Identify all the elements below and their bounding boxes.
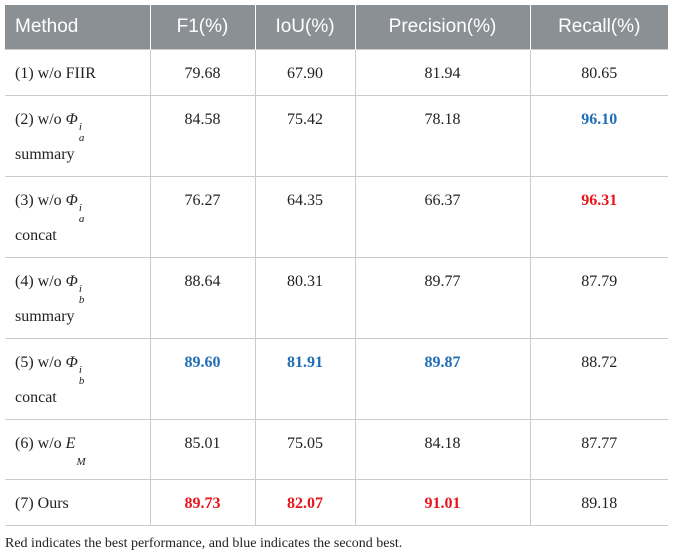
method-symbol: E xyxy=(65,435,76,452)
value-cell: 75.05 xyxy=(254,419,356,480)
value-cell: 82.07 xyxy=(254,479,356,526)
superscript: i xyxy=(78,202,82,214)
value-cell: 96.10 xyxy=(529,95,668,177)
method-suffix: summary xyxy=(15,308,75,325)
method-symbol: Φ xyxy=(65,192,78,209)
header-row: Method F1(%) IoU(%) Precision(%) Recall(%) xyxy=(5,5,668,50)
value-cell: 87.79 xyxy=(529,257,668,339)
method-prefix: (3) w/o xyxy=(15,192,66,209)
value-cell: 81.91 xyxy=(254,338,356,420)
method-symbol: Φ xyxy=(65,354,78,371)
column-header: Method xyxy=(5,5,151,50)
superscript: i xyxy=(78,121,82,133)
column-header: Recall(%) xyxy=(530,5,668,50)
method-symbol: Φ xyxy=(65,111,78,128)
value-cell: 88.72 xyxy=(529,338,668,420)
value-cell: 80.31 xyxy=(254,257,356,339)
subscript: a xyxy=(78,132,85,144)
table-body: (1) w/o FIIR 79.68 67.90 81.94 80.65 (2) w/o … xyxy=(5,49,668,526)
value-cell: 85.01 xyxy=(149,419,256,480)
value-cell: 76.27 xyxy=(149,176,256,258)
method-prefix: (2) w/o xyxy=(15,111,66,128)
value-cell: 64.35 xyxy=(254,176,356,258)
value-cell: 66.37 xyxy=(354,176,531,258)
value-cell: 80.65 xyxy=(529,49,668,96)
value-cell: 96.31 xyxy=(529,176,668,258)
value-cell: 89.73 xyxy=(149,479,256,526)
value-cell: 87.77 xyxy=(529,419,668,480)
page: {"table": { "header": ["Method", "F1(%)"… xyxy=(5,5,668,551)
value-cell: 91.01 xyxy=(354,479,531,526)
value-cell: 75.42 xyxy=(254,95,356,177)
column-header: IoU(%) xyxy=(255,5,356,50)
table-row: (6) w/o E M 85.01 75.05 84.18 87.77 xyxy=(5,419,668,480)
table-row: (1) w/o FIIR 79.68 67.90 81.94 80.65 xyxy=(5,49,668,96)
method-prefix: (4) w/o xyxy=(15,273,66,290)
table-row: (7) Ours 89.73 82.07 91.01 89.18 xyxy=(5,479,668,526)
method-cell: (6) w/o E M xyxy=(5,419,151,480)
subscript: b xyxy=(78,375,85,387)
method-suffix: concat xyxy=(15,389,57,406)
value-cell: 81.94 xyxy=(354,49,531,96)
subscript: a xyxy=(78,213,85,225)
value-cell: 79.68 xyxy=(149,49,256,96)
value-cell: 89.87 xyxy=(354,338,531,420)
table-note: Red indicates the best performance, and … xyxy=(5,536,403,551)
column-header: F1(%) xyxy=(150,5,256,50)
method-suffix: summary xyxy=(15,146,75,163)
method-prefix: (5) w/o xyxy=(15,354,66,371)
subscript: b xyxy=(78,294,85,306)
method-symbol: Φ xyxy=(65,273,78,290)
sub-sup: M xyxy=(76,446,85,468)
superscript: i xyxy=(78,283,82,295)
subscript: M xyxy=(76,456,86,468)
value-cell: 78.18 xyxy=(354,95,531,177)
method-suffix: concat xyxy=(15,227,57,244)
method-prefix: (1) w/o FIIR xyxy=(15,65,96,82)
value-cell: 89.60 xyxy=(149,338,256,420)
method-cell: (7) Ours xyxy=(5,479,151,526)
table-wrap: Method F1(%) IoU(%) Precision(%) Recall(%) (… xyxy=(5,5,668,552)
column-header: Precision(%) xyxy=(355,5,531,50)
method-cell: (1) w/o FIIR xyxy=(5,49,151,96)
method-prefix: (7) Ours xyxy=(15,495,69,512)
value-cell: 84.58 xyxy=(149,95,256,177)
value-cell: 84.18 xyxy=(354,419,531,480)
value-cell: 89.77 xyxy=(354,257,531,339)
value-cell: 89.18 xyxy=(529,479,668,526)
value-cell: 88.64 xyxy=(149,257,256,339)
results-table: Method F1(%) IoU(%) Precision(%) Recall(%) (… xyxy=(5,5,668,526)
method-prefix: (6) w/o xyxy=(15,435,66,452)
superscript: i xyxy=(78,364,82,376)
value-cell: 67.90 xyxy=(254,49,356,96)
